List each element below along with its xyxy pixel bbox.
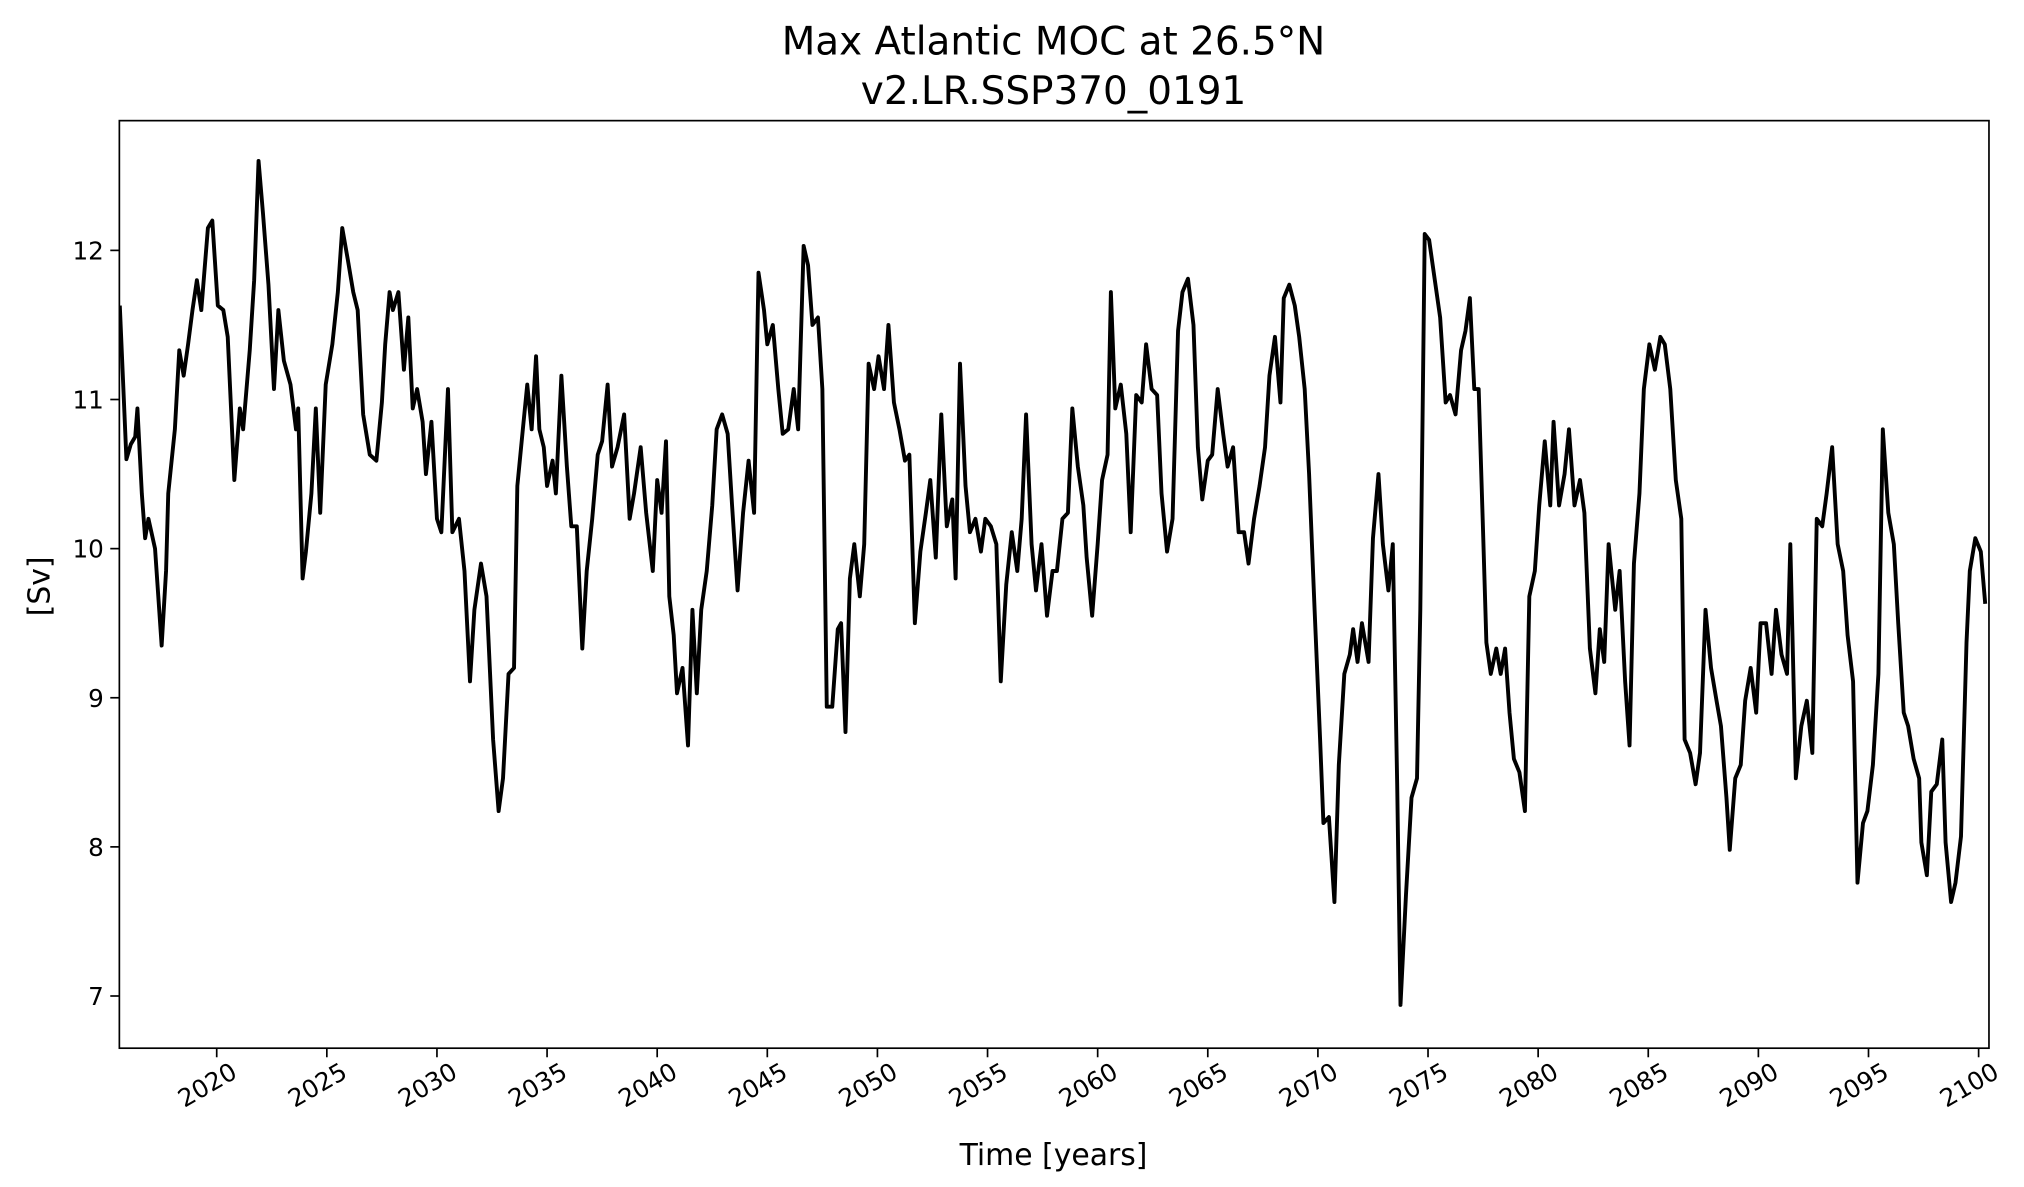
- x-tick-label: 2045: [723, 1057, 792, 1113]
- series-line: [119, 158, 1988, 1007]
- x-tick-label: 2060: [1054, 1057, 1123, 1113]
- chart-subtitle: v2.LR.SSP370_0191: [861, 69, 1246, 114]
- x-tick-label: 2025: [283, 1057, 352, 1113]
- y-tick-label: 9: [88, 684, 104, 713]
- x-tick-label: 2040: [613, 1057, 682, 1113]
- x-tick-label: 2065: [1164, 1057, 1233, 1113]
- y-tick-label: 11: [72, 386, 103, 415]
- x-tick-label: 2100: [1935, 1057, 2004, 1113]
- x-tick-label: 2095: [1825, 1057, 1894, 1113]
- x-tick-label: 2085: [1604, 1057, 1673, 1113]
- x-axis-label: Time [years]: [959, 1138, 1148, 1173]
- x-tick-label: 2030: [393, 1057, 462, 1113]
- x-tick-label: 2080: [1494, 1057, 1563, 1113]
- x-tick-label: 2055: [944, 1057, 1013, 1113]
- x-tick-label: 2035: [503, 1057, 572, 1113]
- x-tick-label: 2070: [1274, 1057, 1343, 1113]
- chart-title: Max Atlantic MOC at 26.5°N: [782, 19, 1326, 64]
- y-axis-label: [Sv]: [22, 556, 57, 616]
- x-tick-label: 2075: [1384, 1057, 1453, 1113]
- x-tick-label: 2050: [834, 1057, 903, 1113]
- y-tick-label: 12: [72, 236, 103, 265]
- y-tick-label: 10: [72, 535, 103, 564]
- x-tick-label: 2090: [1715, 1057, 1784, 1113]
- plot-frame: [118, 119, 1990, 1050]
- y-tick-label: 8: [88, 833, 104, 862]
- y-tick-label: 7: [88, 982, 104, 1011]
- x-tick-label: 2020: [173, 1057, 242, 1113]
